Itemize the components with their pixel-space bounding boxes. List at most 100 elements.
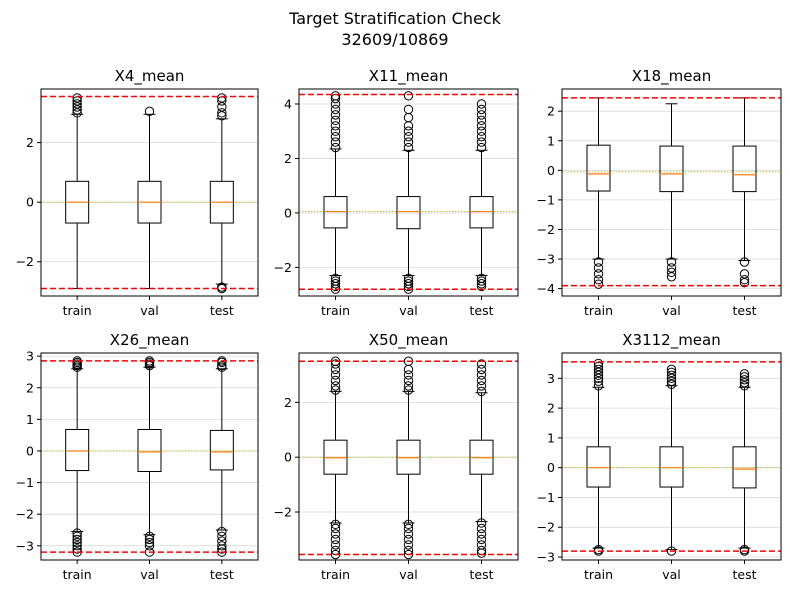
panels-group: X4_mean −2 0 2 train val test X11_mean −2 0 2 4 trai…	[16, 67, 782, 582]
outlier-point	[330, 115, 341, 126]
outlier-point	[476, 534, 487, 545]
x-tick-label: val	[662, 567, 681, 582]
outlier-point	[476, 523, 487, 534]
outlier-point	[593, 376, 604, 386]
outlier-point	[403, 381, 414, 391]
outlier-point	[403, 370, 414, 380]
x-tick-label: test	[732, 303, 756, 318]
y-tick-label: 4	[284, 96, 292, 111]
box-val	[659, 364, 684, 556]
outlier-point	[666, 367, 677, 378]
outlier-point	[330, 279, 341, 289]
outlier-point	[72, 99, 82, 109]
outlier-point	[330, 121, 341, 131]
outlier-point	[330, 137, 341, 147]
outlier-point	[144, 531, 155, 541]
outlier-point	[403, 523, 414, 534]
y-tick-label: −2	[16, 507, 34, 522]
outlier-point	[72, 528, 82, 538]
outlier-point	[403, 279, 414, 289]
y-tick-label: 1	[547, 133, 555, 148]
figure-title-line1: Target Stratification Check	[288, 9, 501, 28]
outlier-point	[330, 281, 341, 292]
plot-area	[562, 358, 781, 558]
outlier-point	[593, 381, 604, 391]
outlier-point	[593, 257, 604, 267]
box-iqr	[732, 145, 757, 193]
outlier-point	[72, 93, 82, 103]
outlier-point	[593, 269, 604, 279]
outlier-point	[330, 370, 341, 380]
outlier-point	[476, 131, 487, 142]
x-tick-label: test	[469, 303, 493, 318]
outlier-point	[476, 381, 487, 391]
box-test	[469, 359, 494, 558]
plot-area	[299, 356, 518, 560]
box-val	[659, 103, 684, 282]
outlier-point	[403, 375, 414, 386]
y-tick-label: −2	[16, 254, 34, 269]
outlier-point	[144, 537, 155, 548]
outlier-point	[330, 523, 341, 534]
outlier-point	[476, 142, 487, 153]
y-tick-label: −1	[537, 192, 555, 207]
box-iqr	[137, 428, 162, 473]
outlier-point	[593, 275, 604, 285]
panel-title: X11_mean	[369, 67, 448, 86]
panel-title: X4_mean	[115, 67, 185, 86]
outlier-point	[330, 104, 341, 115]
x-tick-label: train	[321, 303, 350, 318]
box-test	[209, 93, 234, 294]
outlier-point	[330, 126, 341, 136]
box-iqr	[396, 196, 421, 230]
outlier-point	[739, 277, 750, 288]
box-val	[137, 356, 162, 557]
outlier-point	[330, 110, 341, 120]
outlier-point	[666, 272, 677, 282]
y-tick-label: 1	[547, 430, 555, 445]
outlier-point	[476, 370, 487, 380]
outlier-point	[144, 534, 155, 545]
outlier-point	[72, 541, 82, 551]
y-tick-label: 0	[26, 195, 34, 210]
outlier-point	[666, 370, 677, 381]
figure-title-line2: 32609/10869	[341, 30, 448, 49]
box-train	[323, 356, 348, 560]
outlier-point	[666, 364, 677, 375]
outlier-point	[330, 142, 341, 153]
outlier-point	[739, 257, 750, 267]
outlier-point	[403, 281, 414, 292]
outlier-point	[739, 381, 750, 391]
outlier-point	[403, 104, 414, 115]
outlier-point	[217, 111, 227, 121]
y-tick-label: 3	[26, 349, 34, 364]
outlier-point	[593, 370, 604, 381]
outlier-point	[72, 534, 82, 545]
panel-X11_mean: X11_mean −2 0 2 4 train val test	[274, 67, 519, 318]
outlier-point	[403, 91, 414, 101]
outlier-point	[476, 281, 487, 292]
x-tick-label: test	[469, 567, 493, 582]
box-train	[323, 91, 348, 294]
x-tick-label: test	[210, 303, 234, 318]
y-tick-label: −3	[537, 252, 555, 267]
outlier-point	[476, 126, 487, 136]
outlier-point	[144, 106, 155, 117]
box-train	[586, 97, 611, 289]
outlier-point	[593, 279, 604, 289]
y-tick-label: 2	[284, 395, 292, 410]
outlier-point	[739, 372, 750, 382]
panel-X4_mean: X4_mean −2 0 2 train val test	[16, 67, 259, 318]
outlier-point	[330, 91, 341, 101]
y-tick-label: 0	[284, 205, 292, 220]
box-iqr	[586, 144, 611, 192]
outlier-point	[739, 275, 750, 285]
y-tick-label: 2	[284, 151, 292, 166]
y-tick-label: 2	[26, 380, 34, 395]
outlier-point	[739, 546, 750, 556]
outlier-point	[476, 276, 487, 286]
box-iqr	[732, 446, 757, 489]
outlier-point	[144, 541, 155, 551]
outlier-point	[476, 121, 487, 131]
panel-X18_mean: X18_mean −4 −3 −2 −1 0 1 2 train val test	[537, 67, 782, 318]
